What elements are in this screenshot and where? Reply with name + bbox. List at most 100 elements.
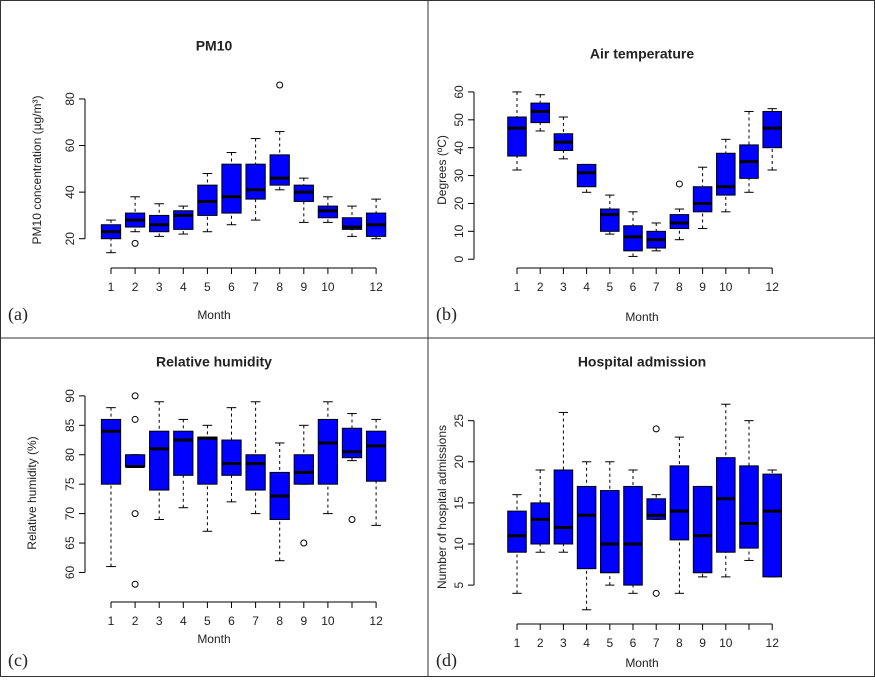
outlier bbox=[131, 239, 139, 247]
outlier bbox=[652, 425, 660, 433]
x-tick-label: 5 bbox=[606, 636, 613, 650]
outlier bbox=[131, 510, 139, 518]
y-tick-label: 0 bbox=[452, 256, 466, 263]
chart-title: Hospital admission bbox=[578, 354, 706, 370]
x-tick-label: 10 bbox=[719, 636, 733, 650]
x-tick-label: 3 bbox=[156, 614, 163, 628]
chart-title: PM10 bbox=[196, 38, 233, 54]
box bbox=[293, 454, 314, 485]
box bbox=[173, 430, 194, 476]
box bbox=[221, 163, 242, 214]
box bbox=[530, 502, 550, 545]
x-tick-label: 7 bbox=[252, 614, 259, 628]
panel-label: (c) bbox=[8, 650, 28, 671]
y-tick-label: 80 bbox=[63, 92, 77, 106]
x-tick-label: 2 bbox=[132, 614, 139, 628]
box bbox=[576, 485, 597, 570]
outlier bbox=[652, 589, 660, 597]
box bbox=[716, 152, 736, 196]
box bbox=[623, 485, 643, 586]
box bbox=[553, 469, 574, 545]
x-axis-label: Month bbox=[625, 656, 658, 670]
x-tick-label: 3 bbox=[560, 636, 567, 650]
outlier bbox=[276, 81, 284, 89]
box bbox=[221, 439, 242, 476]
y-tick-label: 10 bbox=[452, 224, 466, 238]
y-tick-label: 20 bbox=[63, 232, 77, 246]
y-tick-label: 65 bbox=[63, 536, 77, 550]
x-tick-label: 1 bbox=[108, 280, 115, 294]
outlier bbox=[131, 415, 139, 423]
x-tick-label: 8 bbox=[276, 614, 283, 628]
box bbox=[149, 430, 170, 491]
x-tick-label: 12 bbox=[369, 280, 383, 294]
box bbox=[269, 154, 290, 186]
y-axis-label: Number of hospital admissions bbox=[435, 425, 449, 589]
box bbox=[245, 454, 266, 491]
box bbox=[365, 430, 387, 482]
y-tick-label: 10 bbox=[452, 537, 466, 551]
x-tick-label: 5 bbox=[606, 280, 613, 294]
x-tick-label: 3 bbox=[560, 280, 567, 294]
x-tick-label: 9 bbox=[699, 280, 706, 294]
x-tick-label: 9 bbox=[699, 636, 706, 650]
y-tick-label: 20 bbox=[452, 196, 466, 210]
x-tick-label: 12 bbox=[766, 280, 780, 294]
y-tick-label: 60 bbox=[63, 565, 77, 579]
x-tick-label: 7 bbox=[252, 280, 259, 294]
y-tick-label: 70 bbox=[63, 507, 77, 521]
x-tick-label: 1 bbox=[108, 614, 115, 628]
x-tick-label: 5 bbox=[204, 614, 211, 628]
box bbox=[600, 208, 620, 232]
box bbox=[507, 510, 527, 553]
chart-title: Air temperature bbox=[590, 46, 694, 62]
panel-label: (b) bbox=[436, 304, 457, 325]
y-tick-label: 5 bbox=[452, 581, 466, 588]
x-tick-label: 5 bbox=[204, 280, 211, 294]
box bbox=[317, 418, 339, 485]
x-axis-label: Month bbox=[625, 310, 658, 324]
x-tick-label: 4 bbox=[583, 280, 590, 294]
panel-label: (d) bbox=[436, 650, 457, 671]
box bbox=[669, 465, 690, 541]
y-tick-label: 40 bbox=[452, 141, 466, 155]
x-tick-label: 12 bbox=[369, 614, 383, 628]
y-tick-label: 20 bbox=[452, 455, 466, 469]
y-tick-label: 80 bbox=[63, 448, 77, 462]
x-tick-label: 2 bbox=[132, 280, 139, 294]
y-axis-label: Relative humidity (%) bbox=[25, 436, 39, 549]
x-tick-label: 7 bbox=[653, 280, 660, 294]
x-tick-label: 10 bbox=[321, 614, 335, 628]
box bbox=[100, 418, 122, 485]
outlier bbox=[675, 180, 683, 188]
box bbox=[245, 163, 266, 200]
outlier bbox=[300, 539, 308, 547]
y-tick-label: 75 bbox=[63, 477, 77, 491]
box bbox=[197, 436, 218, 485]
x-tick-label: 1 bbox=[514, 280, 521, 294]
x-tick-label: 2 bbox=[537, 280, 544, 294]
x-tick-label: 7 bbox=[653, 636, 660, 650]
box bbox=[739, 465, 759, 549]
x-axis-label: Month bbox=[197, 632, 230, 646]
x-tick-label: 10 bbox=[719, 280, 733, 294]
y-tick-label: 40 bbox=[63, 185, 77, 199]
x-tick-label: 6 bbox=[630, 280, 637, 294]
outlier bbox=[131, 580, 139, 588]
chart-title: Relative humidity bbox=[156, 354, 272, 370]
box bbox=[576, 163, 597, 188]
x-axis-label: Month bbox=[197, 308, 230, 322]
panel-label: (a) bbox=[8, 304, 28, 325]
y-tick-label: 60 bbox=[452, 85, 466, 99]
x-tick-label: 8 bbox=[676, 636, 683, 650]
x-tick-label: 4 bbox=[180, 280, 187, 294]
y-tick-label: 25 bbox=[452, 414, 466, 428]
y-axis-label: Degrees (ºC) bbox=[435, 135, 449, 205]
box bbox=[173, 210, 194, 230]
box bbox=[762, 473, 782, 578]
y-tick-label: 15 bbox=[452, 496, 466, 510]
box bbox=[692, 186, 713, 213]
y-axis-label: PM10 concentration (µg/m³) bbox=[30, 96, 44, 245]
x-tick-label: 8 bbox=[676, 280, 683, 294]
y-tick-label: 90 bbox=[63, 389, 77, 403]
